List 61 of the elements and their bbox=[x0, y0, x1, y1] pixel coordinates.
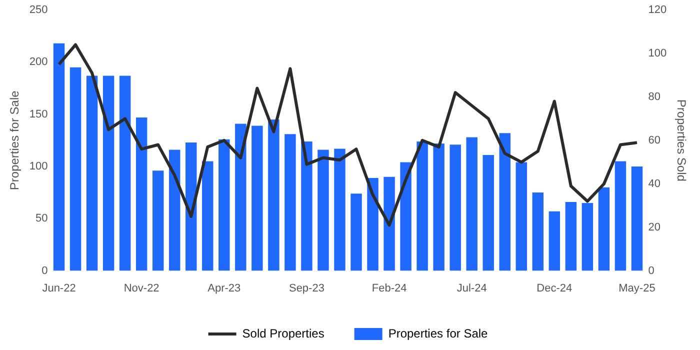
y2-axis-title: Properties Sold bbox=[674, 99, 688, 182]
y2-tick-label: 40 bbox=[648, 178, 660, 190]
y2-tick-label: 20 bbox=[648, 221, 660, 234]
legend-label: Sold Properties bbox=[242, 326, 324, 340]
x-tick-label: Jun-22 bbox=[42, 282, 76, 294]
bar bbox=[252, 126, 263, 271]
y2-tick-label: 60 bbox=[648, 134, 660, 146]
y2-tick-label: 120 bbox=[648, 4, 667, 16]
y-tick-label: 50 bbox=[36, 212, 48, 225]
bar bbox=[450, 144, 461, 271]
bar bbox=[334, 148, 346, 271]
bar bbox=[400, 162, 412, 271]
y2-tick-label: 0 bbox=[648, 264, 654, 277]
bar bbox=[516, 162, 528, 271]
bar bbox=[631, 166, 643, 271]
bar bbox=[367, 178, 378, 271]
bar bbox=[284, 134, 296, 271]
bar bbox=[614, 161, 626, 271]
y-tick-label: 150 bbox=[29, 108, 48, 120]
x-tick-label: Sep-23 bbox=[288, 282, 324, 294]
bar bbox=[350, 194, 362, 271]
bar bbox=[565, 202, 577, 271]
bar bbox=[136, 117, 148, 271]
bar bbox=[119, 76, 131, 271]
bar bbox=[416, 141, 428, 271]
x-tick-label: Apr-23 bbox=[208, 282, 241, 294]
bar bbox=[598, 187, 610, 271]
bar bbox=[268, 120, 280, 271]
legend-label: Properties for Sale bbox=[388, 326, 488, 340]
y2-tick-label: 80 bbox=[648, 90, 660, 103]
x-tick-label: Dec-24 bbox=[536, 282, 572, 294]
bar bbox=[235, 124, 246, 271]
y-axis-title: Properties for Sale bbox=[8, 90, 22, 190]
bar bbox=[53, 43, 65, 271]
x-tick-label: May-25 bbox=[618, 282, 656, 294]
bar bbox=[102, 76, 114, 271]
bar bbox=[582, 202, 594, 271]
y-tick-label: 0 bbox=[42, 264, 48, 277]
y-tick-label: 100 bbox=[29, 160, 48, 173]
bar bbox=[499, 133, 510, 271]
y-tick-label: 200 bbox=[29, 56, 48, 68]
bar bbox=[152, 170, 164, 271]
bar bbox=[433, 144, 444, 271]
y-tick-label: 250 bbox=[29, 4, 48, 16]
y2-tick-label: 100 bbox=[648, 48, 667, 60]
bar bbox=[301, 141, 312, 271]
bar bbox=[482, 155, 494, 271]
x-tick-label: Nov-22 bbox=[124, 282, 160, 294]
x-tick-label: Feb-24 bbox=[372, 282, 407, 294]
bar bbox=[86, 76, 98, 271]
bar bbox=[384, 176, 395, 271]
bar bbox=[548, 211, 560, 271]
bar bbox=[168, 150, 180, 271]
bar bbox=[202, 161, 214, 271]
bar bbox=[186, 142, 197, 271]
bar bbox=[532, 192, 544, 271]
bar bbox=[466, 137, 478, 271]
x-tick-label: Jul-24 bbox=[456, 282, 487, 294]
bar bbox=[70, 67, 82, 271]
bar bbox=[218, 139, 230, 271]
bar bbox=[318, 150, 329, 271]
